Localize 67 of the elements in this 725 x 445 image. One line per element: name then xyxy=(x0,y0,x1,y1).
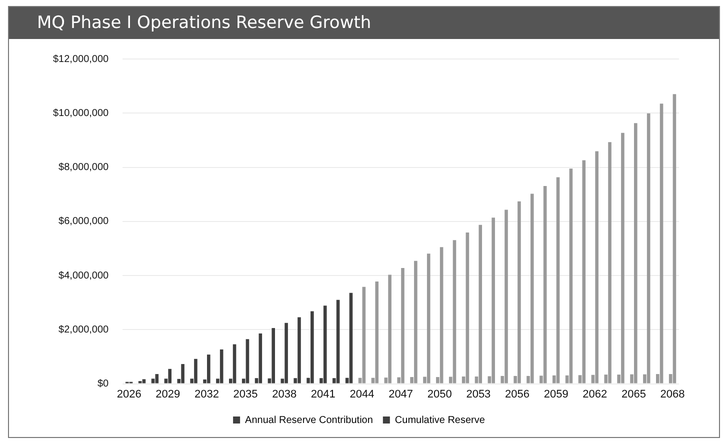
x-tick-label: 2056 xyxy=(505,388,530,400)
bar xyxy=(621,132,624,384)
x-tick-label: 2053 xyxy=(466,388,491,400)
bar xyxy=(388,274,392,384)
bar xyxy=(426,254,430,384)
x-tick-label: 2050 xyxy=(427,388,452,400)
bar xyxy=(401,268,404,384)
bar xyxy=(660,104,664,384)
bar xyxy=(220,349,224,384)
bar xyxy=(232,344,236,384)
x-tick-label: 2044 xyxy=(350,388,374,400)
bar xyxy=(556,177,560,384)
bar xyxy=(492,218,495,384)
y-tick-label: $6,000,000 xyxy=(58,216,110,228)
bar xyxy=(543,186,547,384)
bar xyxy=(207,354,210,384)
bar xyxy=(284,322,288,384)
bar xyxy=(595,151,598,384)
bar xyxy=(478,224,482,384)
x-tick-label: 2059 xyxy=(544,388,568,400)
x-tick-label: 2032 xyxy=(194,388,219,400)
bar xyxy=(504,210,508,384)
bar xyxy=(466,232,470,384)
x-tick-label: 2029 xyxy=(156,388,180,400)
x-tick-label: 2041 xyxy=(310,388,336,400)
x-tick-label: 2047 xyxy=(388,388,414,400)
legend-label: Cumulative Reserve xyxy=(394,414,486,426)
bar xyxy=(323,306,327,384)
bar xyxy=(272,328,276,384)
bar xyxy=(194,358,198,384)
bar xyxy=(168,368,172,384)
legend-label: Annual Reserve Contribution xyxy=(245,414,373,426)
bar xyxy=(672,94,676,384)
bar xyxy=(518,201,521,384)
bar xyxy=(336,300,340,384)
y-tick-label: $4,000,000 xyxy=(58,270,110,282)
chart-title: MQ Phase I Operations Reserve Growth xyxy=(9,7,719,39)
x-tick-label: 2035 xyxy=(233,388,258,400)
bar xyxy=(375,281,379,384)
bar xyxy=(569,168,573,384)
bar xyxy=(181,364,184,384)
bar xyxy=(634,123,638,384)
bar xyxy=(414,260,418,384)
bar xyxy=(608,142,612,384)
bar xyxy=(362,286,366,384)
bar xyxy=(349,292,353,384)
x-tick-label: 2065 xyxy=(621,388,646,400)
bar xyxy=(310,311,314,384)
bar xyxy=(246,339,250,384)
bar xyxy=(155,374,159,384)
bar xyxy=(646,113,650,384)
y-tick-label: $0 xyxy=(97,378,110,390)
y-tick-label: $8,000,000 xyxy=(58,162,110,174)
bar xyxy=(440,247,444,384)
bar xyxy=(142,379,146,384)
x-tick-label: 2068 xyxy=(660,388,685,400)
y-tick-label: $10,000,000 xyxy=(52,108,110,119)
x-tick-label: 2062 xyxy=(582,388,608,400)
x-tick-label: 2026 xyxy=(116,388,142,400)
bar xyxy=(530,194,534,384)
bar xyxy=(258,333,262,384)
bar xyxy=(298,317,301,384)
y-tick-label: $12,000,000 xyxy=(52,54,110,65)
y-tick-label: $2,000,000 xyxy=(58,324,110,336)
bar xyxy=(582,160,586,384)
bar xyxy=(452,240,456,384)
x-tick-label: 2038 xyxy=(272,388,297,400)
